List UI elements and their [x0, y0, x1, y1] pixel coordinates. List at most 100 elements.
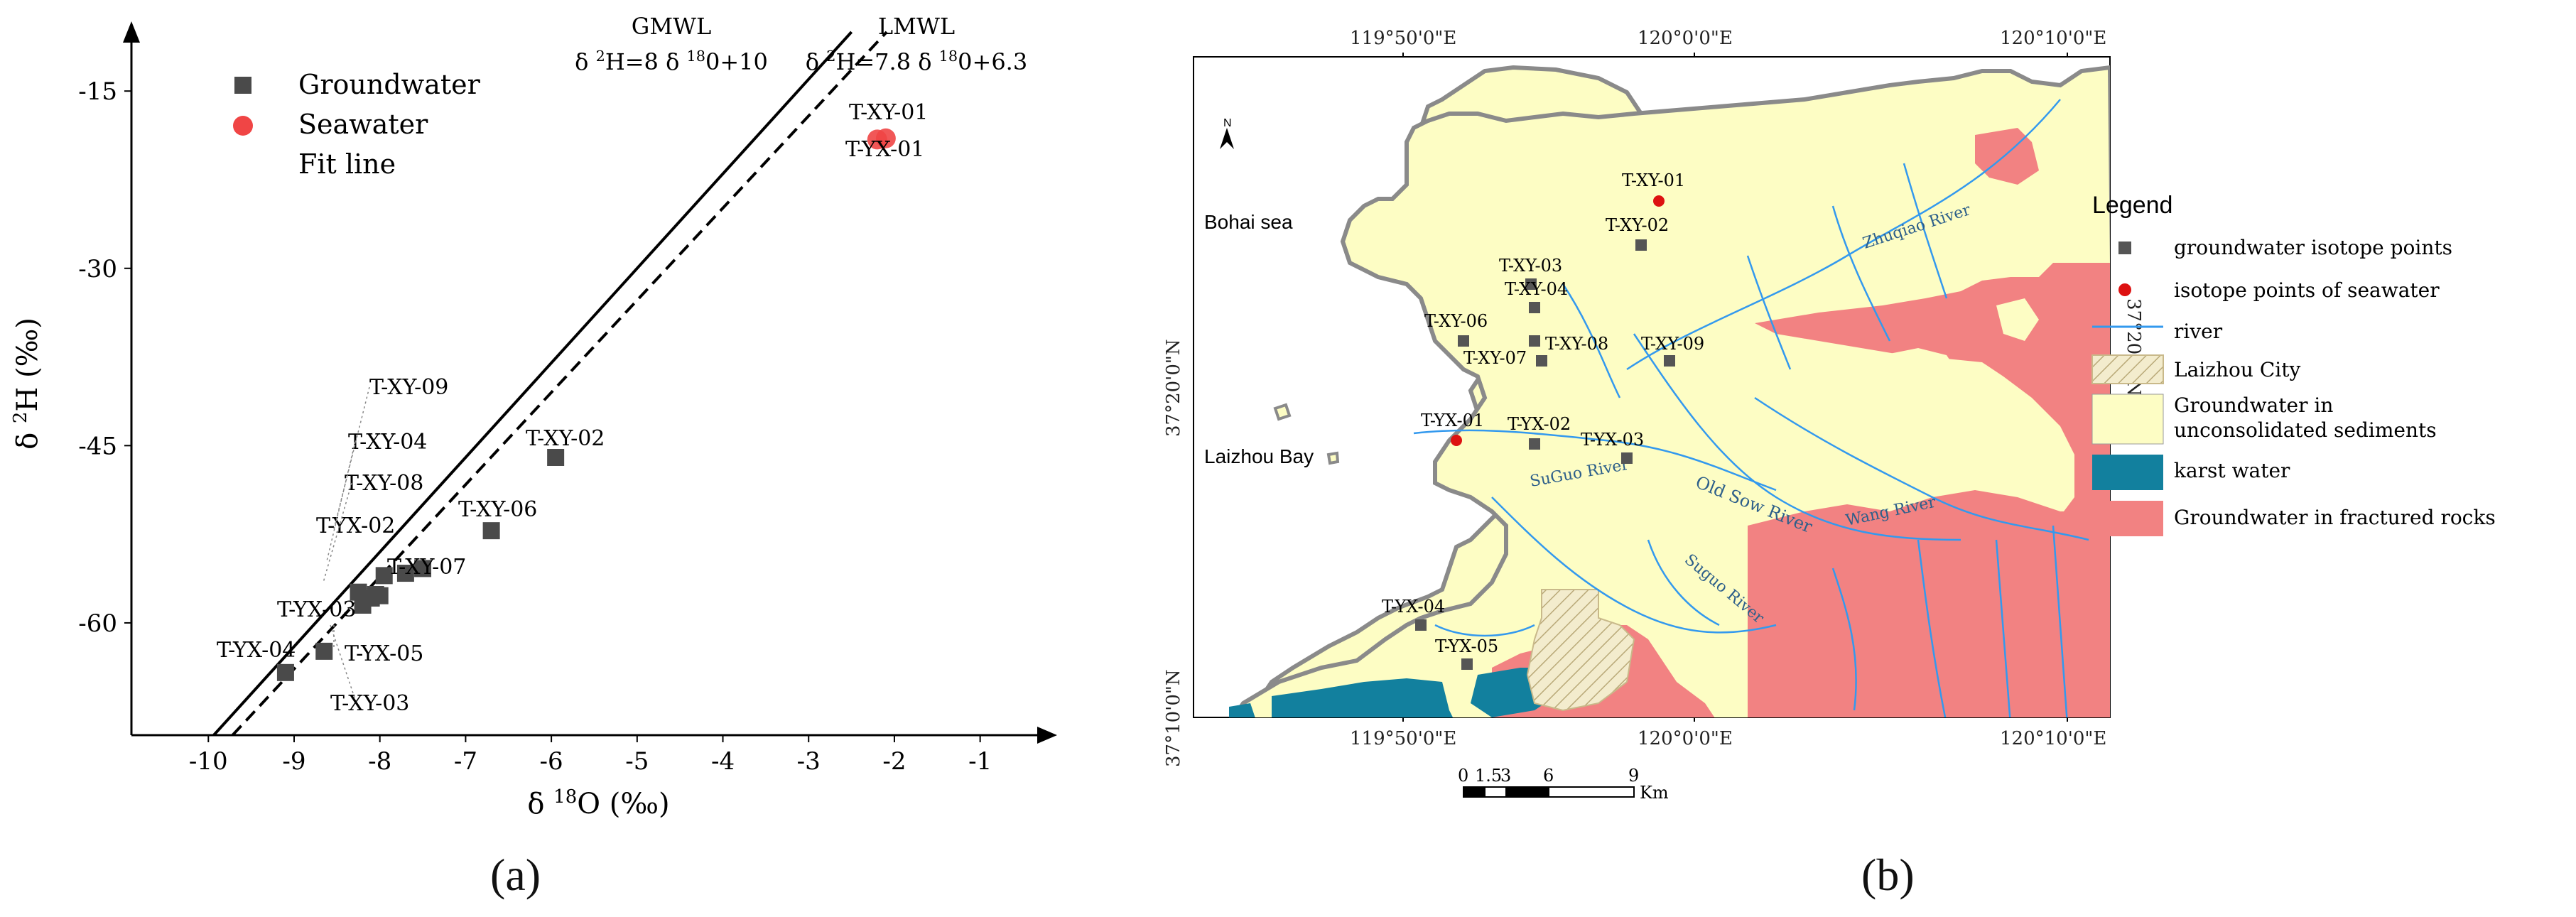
isotope-scatter-chart: -10 -9 -8 -7 -6 -5 -4 -3 -2 -1 -15 -30 -45 -60 δ 18O (…: [10, 13, 1057, 820]
lmwl-equation: δ 2H=7.8 δ 180+6.3: [806, 48, 1027, 75]
point-label: T-XY-08: [345, 471, 423, 496]
legend-label-sediment-1: Groundwater in: [2174, 394, 2333, 417]
legend-label: isotope points of seawater: [2174, 278, 2440, 302]
legend-title: Legend: [2092, 192, 2172, 219]
river-trib-4: [1995, 539, 2011, 717]
point-label: T-XY-04: [348, 430, 427, 455]
map-point-label: T-XY-07: [1463, 348, 1527, 368]
chart-legend: Groundwater Seawater Fit line: [233, 69, 481, 180]
groundwater-sample-point: [1529, 438, 1540, 450]
groundwater-point: [315, 642, 333, 660]
scale-label-3: 6: [1543, 766, 1554, 786]
isotope-chart-panel: -10 -9 -8 -7 -6 -5 -4 -3 -2 -1 -15 -30 -45 -60 δ 18O (…: [0, 0, 1137, 917]
scale-unit: Km: [1640, 783, 1669, 803]
legend-label: Laizhou City: [2174, 358, 2300, 381]
groundwater-sample-point: [1461, 658, 1473, 670]
legend-circle-icon: [233, 116, 253, 136]
lmwl-label: LMWL: [878, 13, 955, 40]
left-tick-1: 37°20'0"N: [1163, 339, 1184, 437]
x-tick-label: -9: [282, 747, 305, 776]
seawater-point: [867, 129, 887, 150]
legend-circle-icon: [2118, 283, 2131, 296]
legend-item-karst: karst water: [2092, 455, 2290, 490]
river-zhuqiao: [1626, 99, 2061, 371]
legend-item-fractured: Groundwater in fractured rocks: [2092, 501, 2496, 536]
chart-points: [276, 128, 896, 681]
map-body: [1229, 65, 2110, 717]
river-trib-6: [2052, 525, 2068, 717]
groundwater-sample-point: [1529, 335, 1540, 347]
top-tick-2: 120°0'0"E: [1638, 28, 1733, 49]
x-axis-label: δ 18O (‰): [527, 786, 669, 820]
sediment-inlet: [1883, 348, 1996, 426]
bohai-sea-label: Bohai sea: [1204, 211, 1293, 233]
river-wang: [1754, 396, 2089, 541]
point-label: T-XY-03: [330, 691, 409, 716]
map-point-label: T-YX-04: [1382, 597, 1445, 617]
point-label: T-YX-02: [316, 514, 395, 538]
scale-label-1: 1.5: [1475, 766, 1502, 786]
legend-item-river: river: [2092, 320, 2223, 343]
groundwater-point: [396, 565, 414, 582]
chart-annotations: T-XY-09 T-XY-04 T-XY-08 T-YX-02 T-XY-07 T-YX-…: [217, 100, 928, 716]
y-tick-label: -45: [78, 432, 117, 460]
legend-item-sediment: Groundwater in unconsolidated sediments: [2091, 394, 2437, 445]
x-tick-label: -2: [882, 747, 906, 776]
panel-label-b: (b): [1861, 850, 1915, 900]
scale-label-0: 0: [1458, 766, 1468, 786]
x-tick-label: -7: [454, 747, 477, 776]
legend-seawater: Seawater: [298, 109, 428, 140]
groundwater-point: [375, 567, 393, 585]
river-trib-8: [1647, 539, 1720, 626]
scale-label-4: 9: [1628, 766, 1639, 786]
y-axis-arrow-icon: [123, 21, 140, 43]
legend-box-icon: [2091, 394, 2164, 445]
river-trib-3: [1746, 255, 1792, 370]
bottom-tick-1: 119°50'0"E: [1350, 728, 1456, 749]
bottom-tick-2: 120°0'0"E: [1638, 728, 1733, 749]
x-tick-label: -8: [368, 747, 391, 776]
map-point-label: T-YX-02: [1508, 414, 1571, 434]
study-area-map-panel: Bohai sea Laizhou Bay Zhuqiao River SuGu…: [1137, 0, 2576, 917]
legend-item-groundwater: groundwater isotope points: [2118, 236, 2452, 259]
chart-axes: -10 -9 -8 -7 -6 -5 -4 -3 -2 -1 -15 -30 -45 -60 δ 18O (…: [10, 21, 1057, 820]
legend-label: Groundwater in fractured rocks: [2174, 506, 2496, 529]
groundwater-point: [482, 522, 500, 540]
map-point-label: T-XY-08: [1545, 334, 1608, 354]
river-trib-1: [1903, 163, 1948, 299]
legend-label: karst water: [2174, 459, 2290, 482]
map-point-label: T-XY-04: [1505, 279, 1568, 299]
river-trib-5: [1917, 539, 1947, 717]
study-area-map: Bohai sea Laizhou Bay Zhuqiao River SuGu…: [1163, 28, 2496, 803]
y-tick-label: -30: [78, 255, 117, 283]
map-point-label: T-YX-01: [1421, 411, 1484, 430]
groundwater-sample-point: [1635, 239, 1647, 251]
meteoric-water-lines: GMWL δ 2H=8 δ 180+10 LMWL δ 2H=7.8 δ 180+6.…: [212, 13, 1027, 737]
groundwater-point: [371, 587, 389, 604]
map-point-label: T-XY-06: [1424, 311, 1488, 331]
y-tick-label: -60: [78, 609, 117, 638]
groundwater-sample-point: [1536, 355, 1547, 367]
legend-box-icon: [2092, 455, 2163, 490]
top-tick-3: 120°10'0"E: [2000, 28, 2106, 49]
point-label: T-YX-04: [217, 638, 296, 663]
y-tick-label: -15: [78, 77, 117, 106]
map-legend: Legend groundwater isotope points isotop…: [2091, 192, 2496, 536]
x-axis-arrow-icon: [1037, 727, 1057, 744]
map-point-label: T-XY-02: [1606, 215, 1669, 235]
map-point-label: T-XY-03: [1499, 256, 1562, 276]
river-network: [1413, 99, 2089, 717]
left-tick-2: 37°10'0"N: [1163, 669, 1184, 767]
x-tick-label: -5: [625, 747, 649, 776]
leader-line: [326, 441, 356, 562]
groundwater-sample-point: [1621, 452, 1633, 464]
groundwater-sample-point: [1529, 302, 1540, 313]
laizhou-city: [1526, 589, 1635, 712]
point-label: T-YX-01: [845, 137, 924, 162]
groundwater-sample-point: [1458, 335, 1469, 347]
groundwater-point: [414, 560, 432, 577]
point-label: T-XY-02: [526, 426, 605, 451]
groundwater-point: [276, 663, 294, 681]
river-trib-9: [1831, 568, 1857, 711]
karst-area-3: [1229, 703, 1255, 717]
